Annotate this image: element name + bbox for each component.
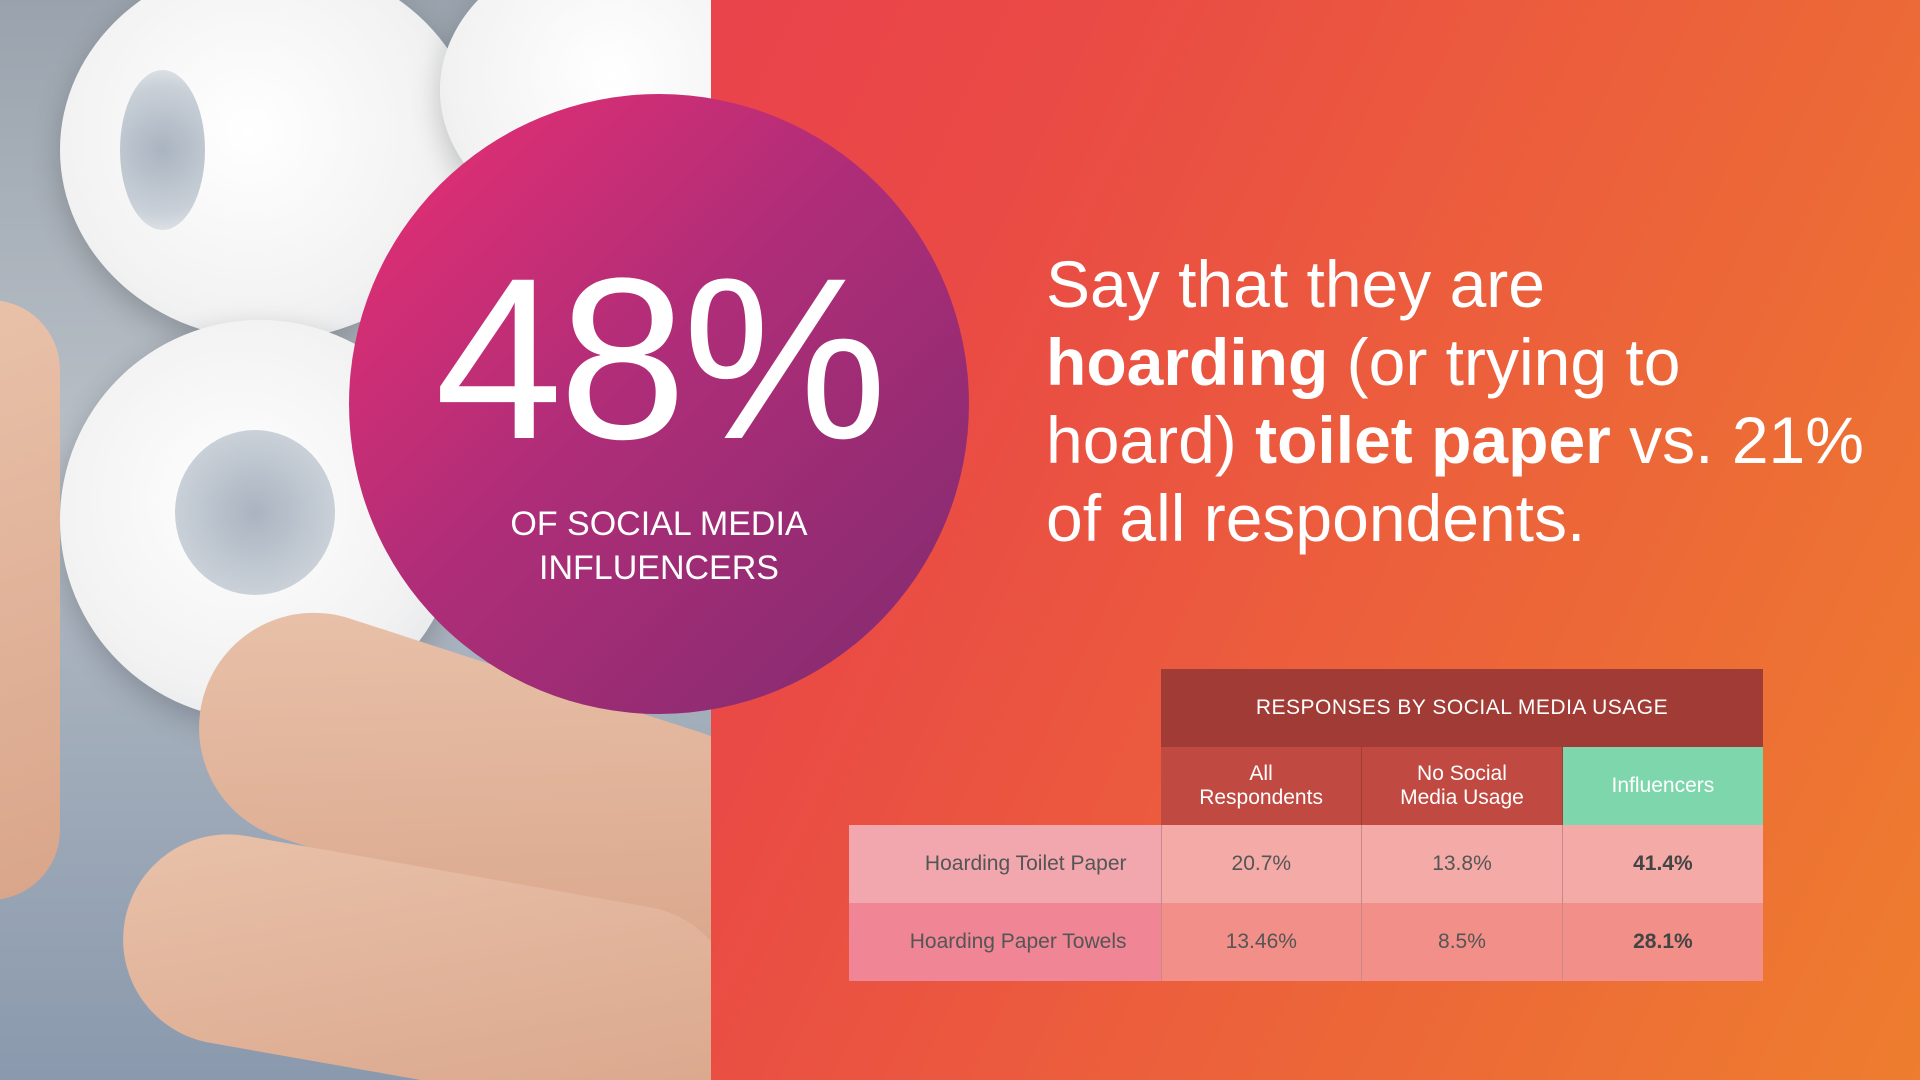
table-title: RESPONSES BY SOCIAL MEDIA USAGE <box>1161 669 1763 747</box>
headline-bold: toilet paper <box>1255 403 1611 477</box>
empty-corner <box>849 669 1161 747</box>
headline: Say that they are hoarding (or trying to … <box>1046 245 1866 557</box>
cell: 41.4% <box>1562 825 1763 903</box>
stat-circle: 48% OF SOCIAL MEDIA INFLUENCERS <box>349 94 969 714</box>
cell: 8.5% <box>1361 903 1563 981</box>
stat-label: OF SOCIAL MEDIA INFLUENCERS <box>349 502 969 590</box>
stat-percentage: 48% <box>434 230 887 487</box>
column-header: All Respondents <box>1161 747 1363 825</box>
row-label: Hoarding Paper Towels <box>849 903 1162 981</box>
cell: 20.7% <box>1161 825 1363 903</box>
responses-table: RESPONSES BY SOCIAL MEDIA USAGE All Resp… <box>849 669 1763 981</box>
column-header: No Social Media Usage <box>1361 747 1563 825</box>
column-header: Influencers <box>1562 747 1763 825</box>
headline-bold: hoarding <box>1046 325 1329 399</box>
row-label: Hoarding Toilet Paper <box>849 825 1162 903</box>
empty-corner <box>849 747 1161 825</box>
table-row: Hoarding Toilet Paper 20.7% 13.8% 41.4% <box>849 825 1763 903</box>
headline-text: vs. 21% of all respondents. <box>1046 403 1864 555</box>
cell: 13.8% <box>1361 825 1563 903</box>
cell: 28.1% <box>1562 903 1763 981</box>
headline-text: Say that they are <box>1046 247 1545 321</box>
cell: 13.46% <box>1161 903 1363 981</box>
stat-label-line1: OF SOCIAL MEDIA <box>510 505 808 543</box>
table-row: Hoarding Paper Towels 13.46% 8.5% 28.1% <box>849 903 1763 981</box>
headline-text: (or trying to hoard) <box>1046 325 1681 477</box>
stat-label-line2: INFLUENCERS <box>539 549 779 587</box>
